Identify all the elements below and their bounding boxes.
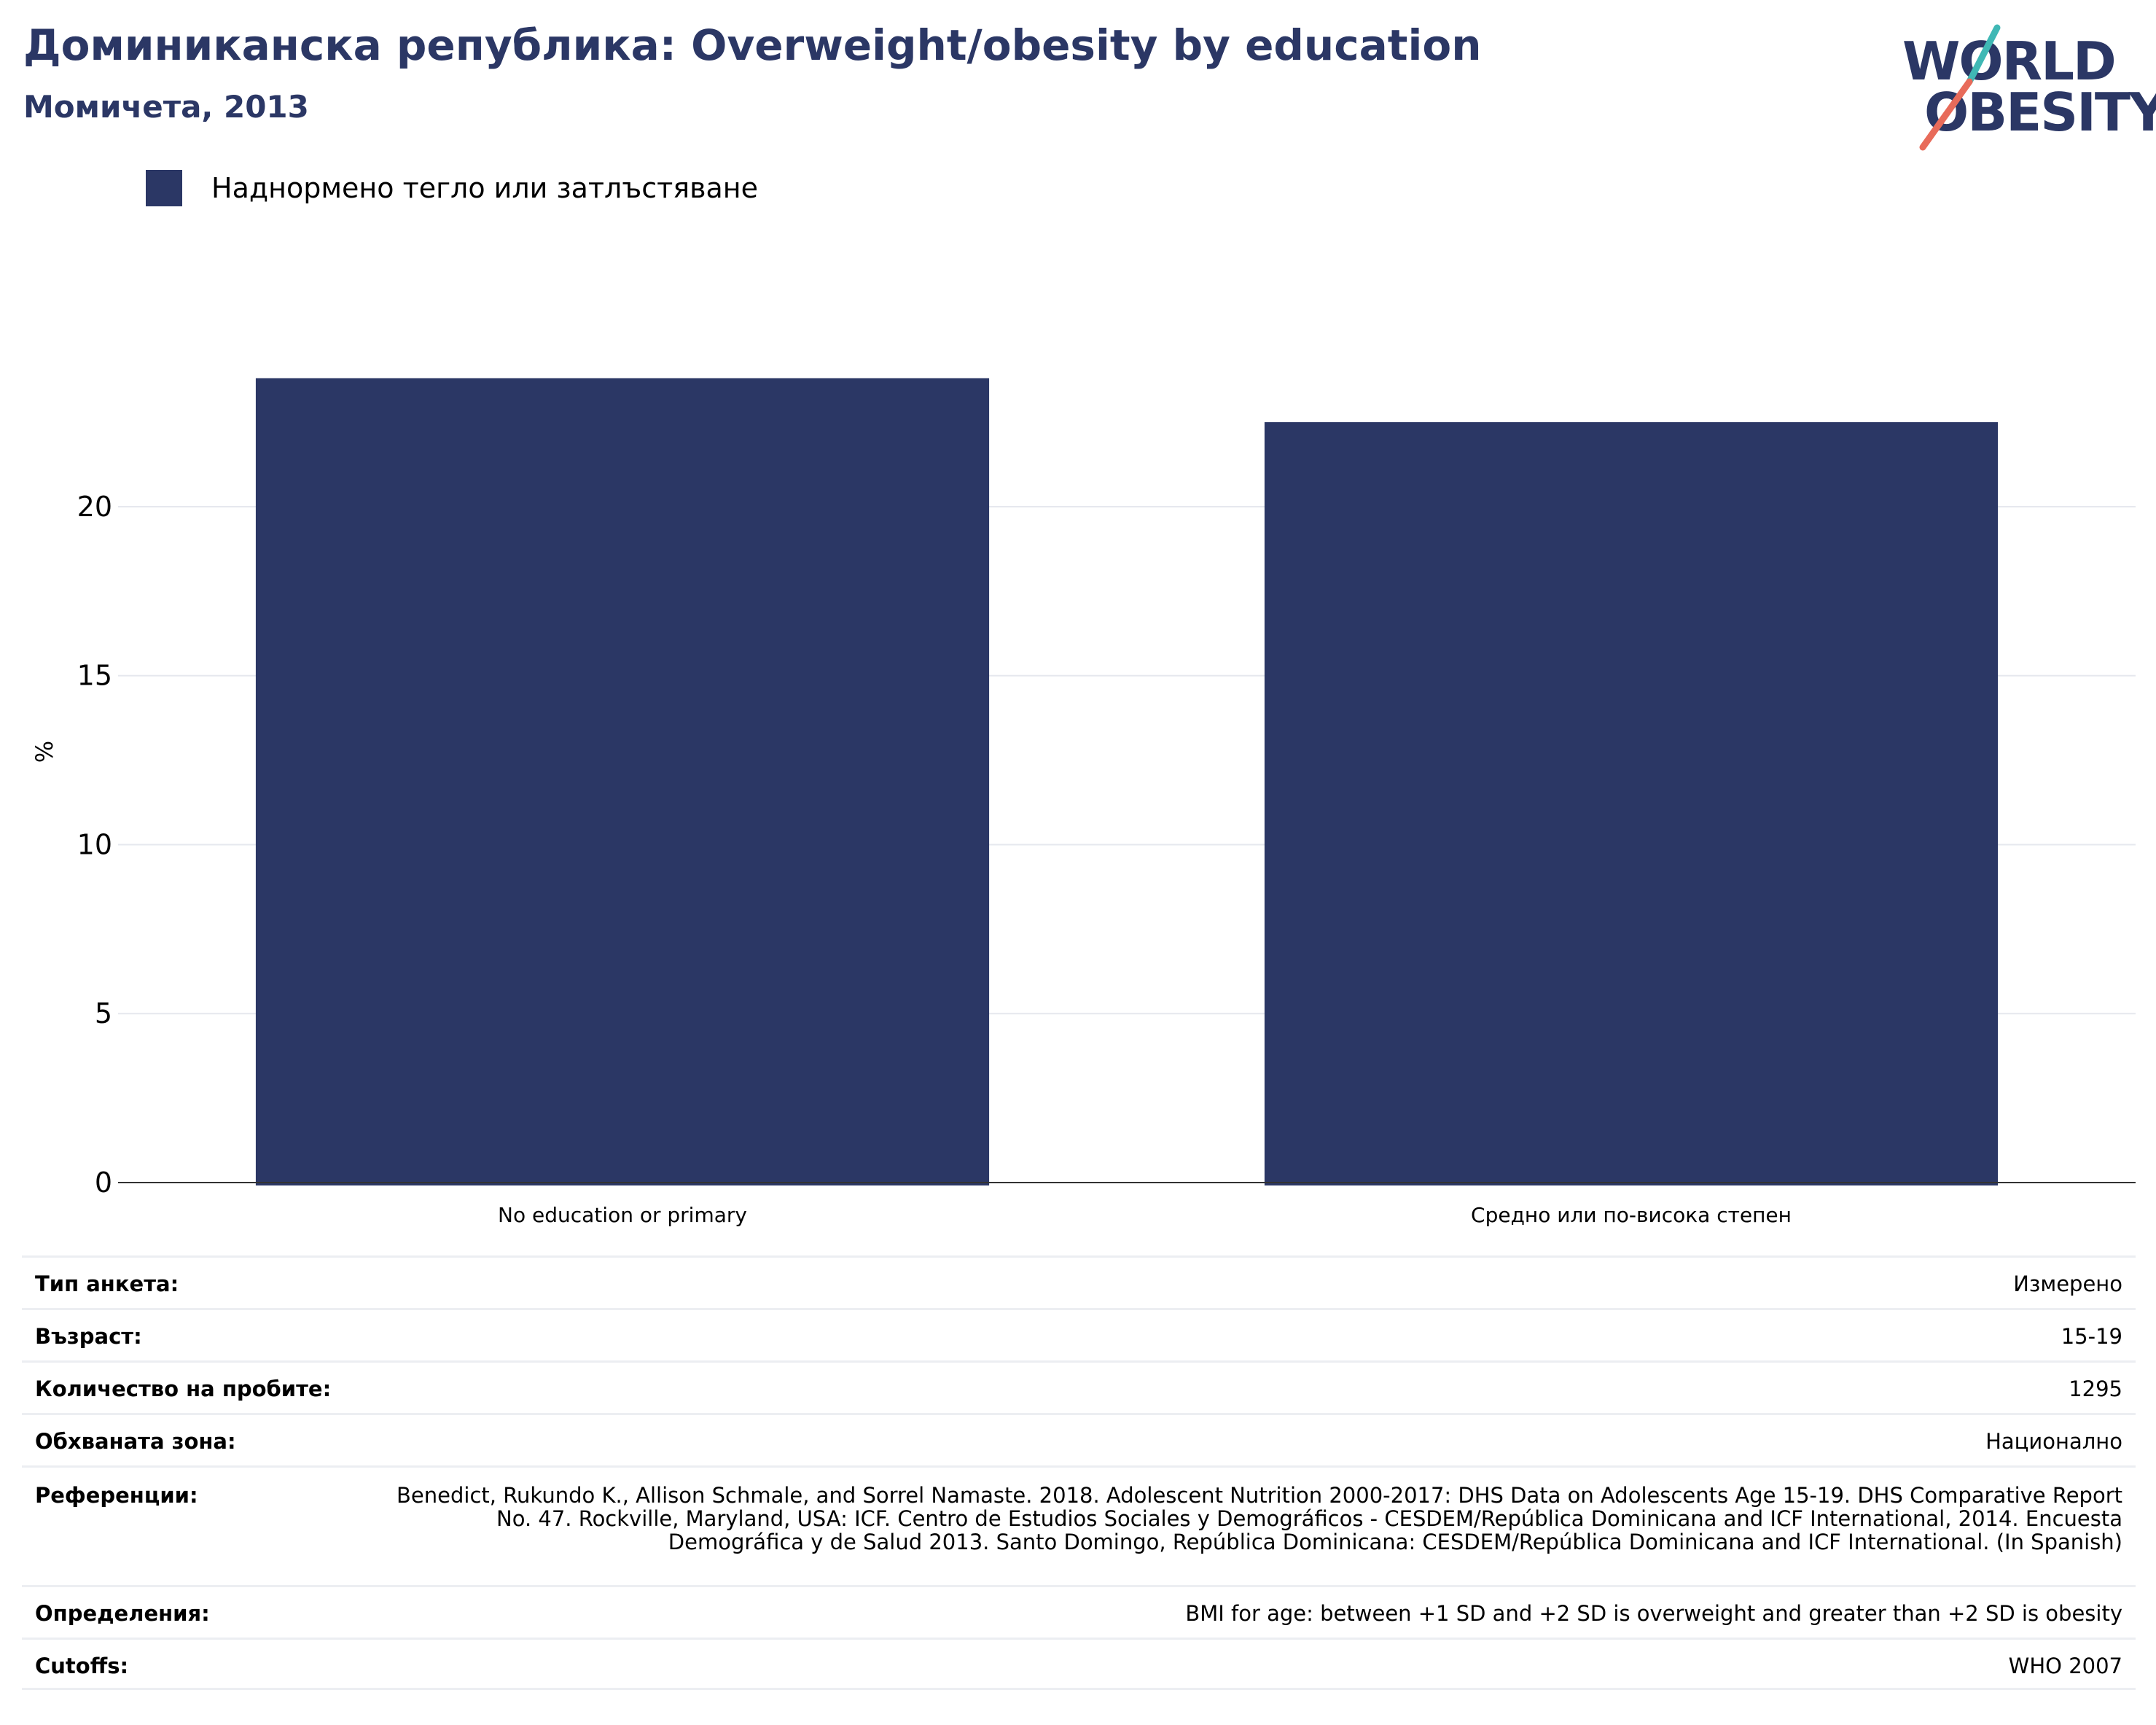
y-tick-label: 10 xyxy=(77,828,112,860)
page-subtitle: Момичета, 2013 xyxy=(23,89,309,125)
world-obesity-logo: WORLD OBESITY xyxy=(1902,22,2156,153)
legend-label: Наднормено тегло или затлъстяване xyxy=(211,172,758,204)
info-value: Национално xyxy=(1985,1429,2122,1454)
info-row-references: Референции: Benedict, Rukundo K., Alliso… xyxy=(22,1465,2136,1585)
y-tick-label: 20 xyxy=(77,491,112,523)
x-tick-label: No education or primary xyxy=(498,1203,747,1227)
logo-slash-icon xyxy=(1919,24,2001,151)
y-tick-label: 15 xyxy=(77,660,112,692)
y-tick-label: 0 xyxy=(95,1167,112,1199)
info-row-definitions: Определения: BMI for age: between +1 SD … xyxy=(22,1585,2136,1638)
info-row-sample-size: Количество на пробите: 1295 xyxy=(22,1360,2136,1413)
y-axis-label: % xyxy=(31,741,58,763)
info-value: Benedict, Rukundo K., Allison Schmale, a… xyxy=(397,1483,2122,1554)
legend-swatch xyxy=(146,170,182,206)
info-row-cutoffs: Cutoffs: WHO 2007 xyxy=(22,1638,2136,1690)
chart-legend: Наднормено тегло или затлъстяване xyxy=(146,169,758,207)
info-key: Количество на пробите: xyxy=(35,1377,332,1401)
info-row-age: Възраст: 15-19 xyxy=(22,1308,2136,1360)
y-tick-label: 5 xyxy=(95,997,112,1029)
info-key: Обхваната зона: xyxy=(35,1429,236,1454)
page-title: Доминиканска република: Overweight/obesi… xyxy=(23,20,1482,70)
info-value: 15-19 xyxy=(2061,1324,2122,1349)
x-tick-label: Средно или по-висока степен xyxy=(1471,1203,1792,1227)
info-key: Референции: xyxy=(35,1483,198,1508)
info-row-survey-type: Тип анкета: Измерено xyxy=(22,1255,2136,1308)
bar-1 xyxy=(1264,422,1999,1185)
info-value: BMI for age: between +1 SD and +2 SD is … xyxy=(1185,1601,2122,1626)
info-row-coverage: Обхваната зона: Национално xyxy=(22,1413,2136,1465)
info-key: Възраст: xyxy=(35,1324,142,1349)
info-key: Определения: xyxy=(35,1601,210,1626)
info-key: Cutoffs: xyxy=(35,1654,129,1678)
logo-line-1: WORLD xyxy=(1902,31,2117,92)
info-value: WHO 2007 xyxy=(2008,1654,2122,1678)
survey-info-table: Тип анкета: Измерено Възраст: 15-19 Коли… xyxy=(22,1255,2136,1690)
info-key: Тип анкета: xyxy=(35,1272,179,1296)
info-value: 1295 xyxy=(2069,1377,2122,1401)
info-value: Измерено xyxy=(2013,1272,2122,1296)
bar-chart: 0 5 10 15 20 No education or primary Средно ил… xyxy=(31,378,2136,1227)
bar-0 xyxy=(255,378,990,1185)
